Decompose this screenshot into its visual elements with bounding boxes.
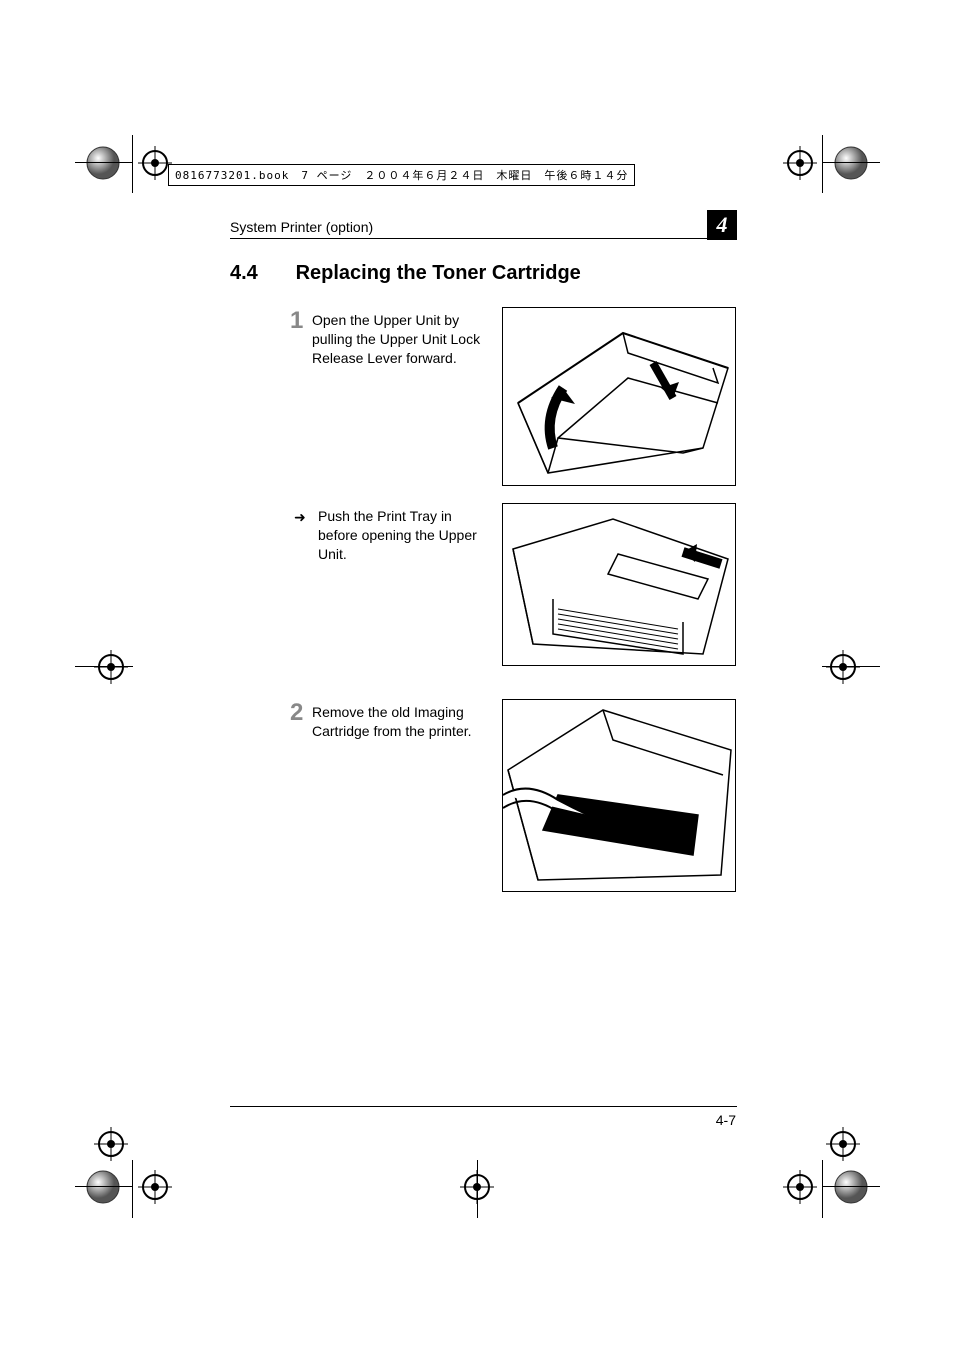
crop-line [75, 666, 133, 667]
section-number: 4.4 [230, 262, 290, 285]
registration-target-icon [783, 1170, 817, 1204]
crop-line [75, 1186, 133, 1187]
registration-sphere-icon [86, 146, 120, 180]
registration-sphere-icon [834, 1170, 868, 1204]
crop-line [477, 1160, 478, 1218]
registration-target-icon [138, 146, 172, 180]
registration-sphere-icon [834, 146, 868, 180]
crop-line [822, 1160, 823, 1218]
figure-print-tray [502, 503, 736, 666]
header-rule [230, 238, 707, 239]
crop-line [822, 666, 880, 667]
figure-upper-unit-open [502, 307, 736, 486]
registration-target-icon [94, 650, 128, 684]
registration-target-icon [826, 1127, 860, 1161]
page-number: 4-7 [716, 1112, 736, 1128]
step-note: ➜ Push the Print Tray in before opening … [318, 507, 493, 564]
step-2: 2 Remove the old Imaging Cartridge from … [312, 703, 497, 741]
step-text: Open the Upper Unit by pulling the Upper… [312, 311, 497, 368]
footer-rule [230, 1106, 737, 1107]
crop-line [75, 162, 133, 163]
figure-remove-cartridge [502, 699, 736, 892]
crop-line [132, 135, 133, 193]
step-text: Push the Print Tray in before opening th… [318, 507, 493, 564]
section-title: Replacing the Toner Cartridge [296, 262, 581, 284]
step-1: 1 Open the Upper Unit by pulling the Upp… [312, 311, 497, 368]
step-number: 2 [290, 699, 303, 727]
crop-line [132, 1160, 133, 1218]
crop-line [822, 162, 880, 163]
file-info-header: 0816773201.book 7 ページ ２００４年６月２４日 木曜日 午後６… [168, 164, 635, 186]
arrow-bullet-icon: ➜ [294, 509, 306, 526]
registration-sphere-icon [86, 1170, 120, 1204]
running-header: System Printer (option) [230, 219, 373, 235]
registration-target-icon [826, 650, 860, 684]
step-number: 1 [290, 307, 303, 335]
step-text: Remove the old Imaging Cartridge from th… [312, 703, 497, 741]
registration-target-icon [138, 1170, 172, 1204]
registration-target-icon [94, 1127, 128, 1161]
crop-line [822, 135, 823, 193]
section-heading: 4.4 Replacing the Toner Cartridge [230, 262, 581, 285]
crop-line [822, 1186, 880, 1187]
registration-target-icon [783, 146, 817, 180]
chapter-tab: 4 [707, 210, 737, 240]
